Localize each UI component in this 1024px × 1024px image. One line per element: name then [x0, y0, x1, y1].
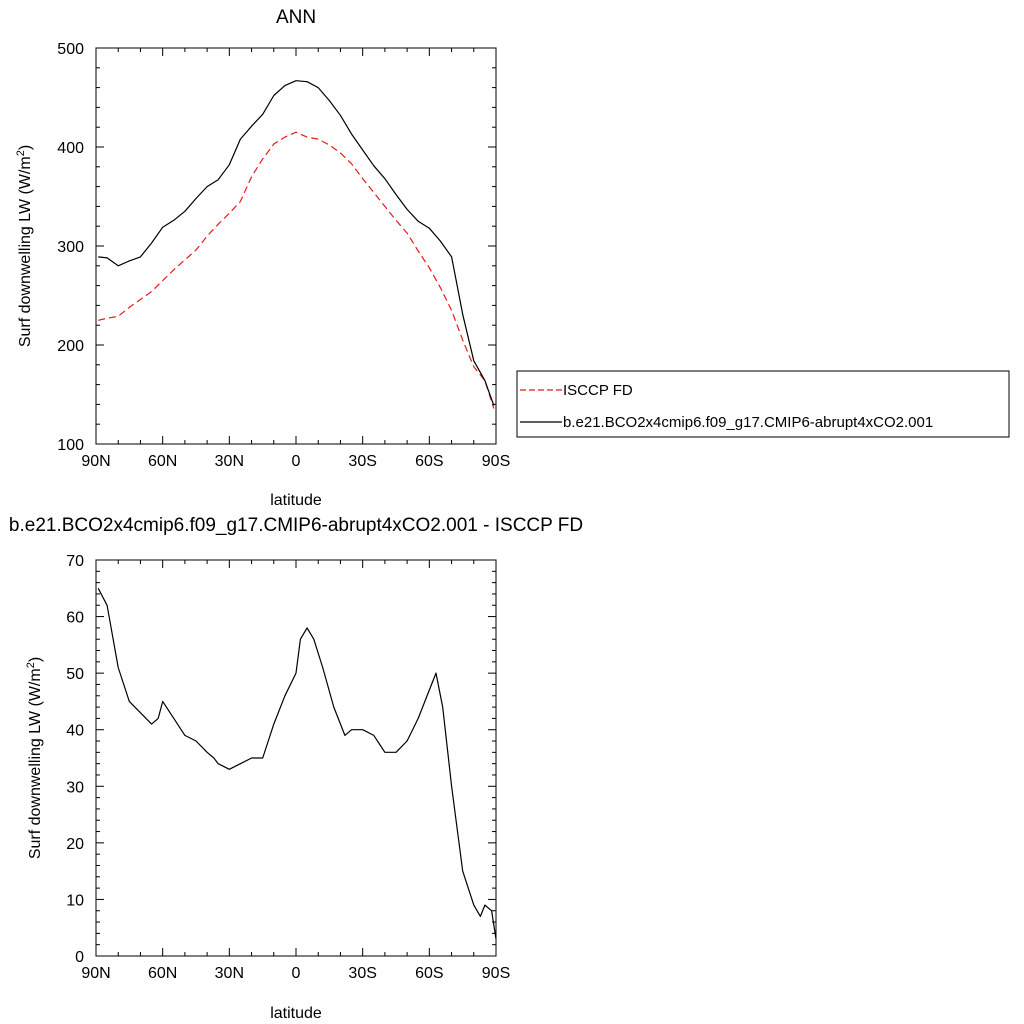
top-y-tick-label: 400: [57, 140, 84, 157]
legend: ISCCP FD b.e21.BCO2x4cmip6.f09_g17.CMIP6…: [516, 370, 1010, 438]
zonal-mean-panel: ANN 90N 60N 30N 0 30S 60S 90S 100200300400500 …: [15, 7, 510, 509]
bottom-x-tick-label: 90S: [482, 965, 510, 982]
bottom-y-tick-label: 70: [66, 553, 84, 570]
top-series-line-1: [98, 80, 495, 406]
bottom-y-axis-label-main: Surf downwelling LW (W/m: [27, 668, 44, 859]
top-y-tick-label: 200: [57, 338, 84, 355]
top-x-tick-label: 30S: [348, 453, 376, 470]
top-y-tick-label: 100: [57, 437, 84, 454]
bottom-chart-title: b.e21.BCO2x4cmip6.f09_g17.CMIP6-abrupt4x…: [9, 515, 583, 536]
bottom-x-tick-label: 30S: [348, 965, 376, 982]
bottom-plot-frame: [95, 559, 497, 957]
top-y-axis-label-end: ): [17, 145, 34, 150]
top-y-tick-labels: 100 200 300 400 500: [57, 41, 84, 454]
top-y-axis-label: Surf downwelling LW (W/m2): [15, 145, 34, 347]
bottom-y-axis-label: Surf downwelling LW (W/m2): [25, 657, 44, 859]
bottom-y-tick-label: 60: [66, 610, 84, 627]
bottom-series-lines: [97, 588, 497, 940]
bottom-y-axis-label-sup: 2: [25, 662, 37, 668]
top-x-tick-label: 60S: [415, 453, 443, 470]
bottom-x-tick-label: 0: [292, 965, 301, 982]
bottom-x-tick-labels: 90N 60N 30N 0 30S 60S 90S: [81, 965, 510, 982]
top-series-line-0: [98, 131, 495, 409]
top-x-tick-label: 30N: [215, 453, 244, 470]
difference-panel: b.e21.BCO2x4cmip6.f09_g17.CMIP6-abrupt4x…: [9, 515, 583, 1022]
bottom-y-axis-label-end: ): [27, 657, 44, 662]
top-axis-ticks: [95, 47, 497, 445]
legend-label-model: b.e21.BCO2x4cmip6.f09_g17.CMIP6-abrupt4x…: [563, 414, 933, 431]
bottom-x-axis-label: latitude: [270, 1005, 322, 1022]
top-chart-title: ANN: [276, 7, 316, 28]
bottom-axis-ticks: [95, 559, 497, 957]
top-y-axis-label-sup: 2: [15, 150, 27, 156]
bottom-y-tick-label: 30: [66, 779, 84, 796]
bottom-series-line-0: [97, 588, 497, 940]
bottom-x-tick-label: 90N: [81, 965, 110, 982]
top-y-tick-label: 500: [57, 41, 84, 58]
bottom-x-tick-label: 60N: [148, 965, 177, 982]
top-y-tick-label: 300: [57, 239, 84, 256]
bottom-x-tick-label: 60S: [415, 965, 443, 982]
top-x-tick-label: 60N: [148, 453, 177, 470]
bottom-y-tick-label: 50: [66, 666, 84, 683]
top-x-tick-label: 0: [292, 453, 301, 470]
top-plot-frame: [95, 47, 497, 445]
top-x-tick-labels: 90N 60N 30N 0 30S 60S 90S: [81, 453, 510, 470]
bottom-y-tick-label: 0: [75, 949, 84, 966]
bottom-y-tick-label: 10: [66, 892, 84, 909]
top-series-lines: [98, 80, 495, 409]
bottom-y-tick-label: 20: [66, 836, 84, 853]
legend-box: [516, 370, 1010, 438]
bottom-y-tick-labels: 0 10 20 30 40 50 60 70: [66, 553, 84, 966]
top-y-axis-label-main: Surf downwelling LW (W/m: [17, 156, 34, 347]
top-x-axis-label: latitude: [270, 492, 322, 509]
legend-label-isccp: ISCCP FD: [563, 382, 633, 399]
top-x-tick-label: 90S: [482, 453, 510, 470]
bottom-x-tick-label: 30N: [215, 965, 244, 982]
top-x-tick-label: 90N: [81, 453, 110, 470]
bottom-y-tick-label: 40: [66, 723, 84, 740]
